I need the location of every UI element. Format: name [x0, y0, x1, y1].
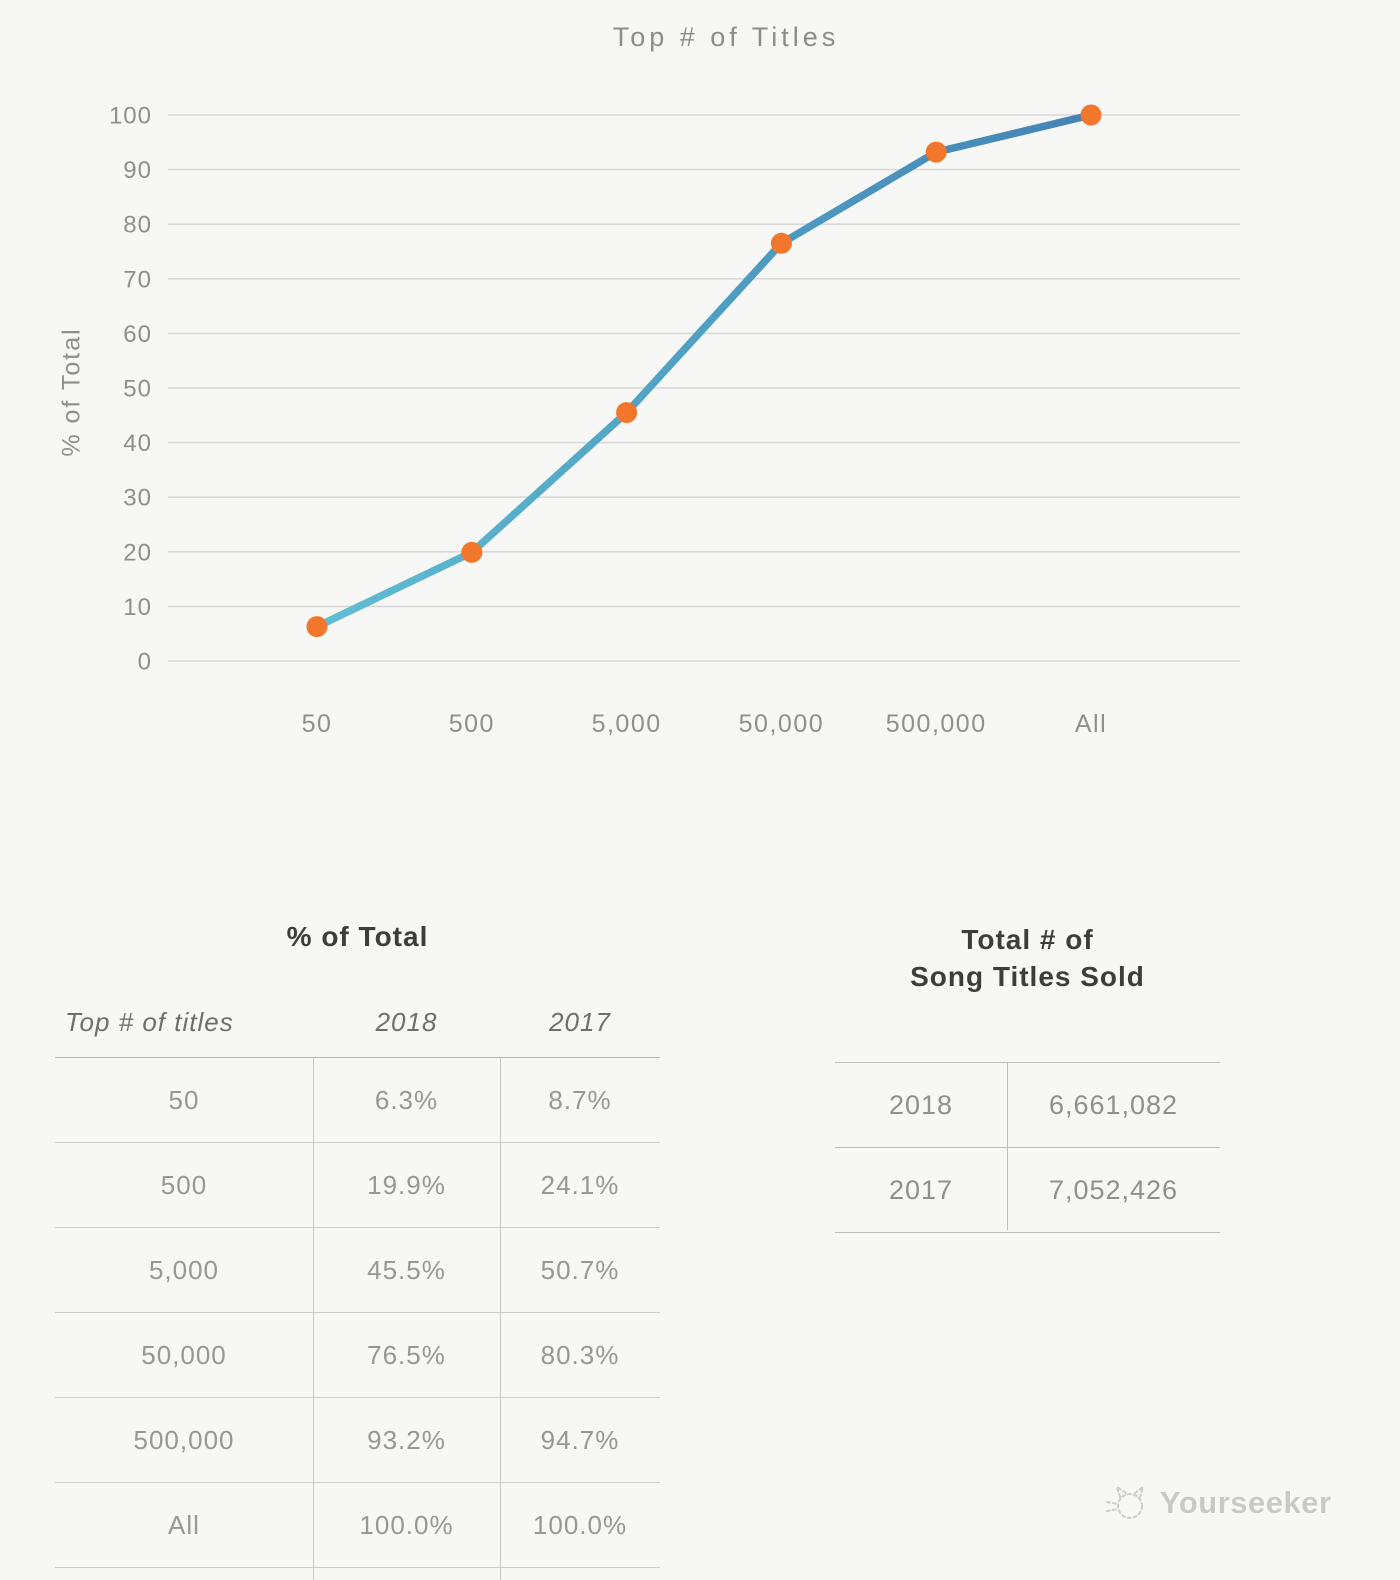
x-tick-label: 50,000 [739, 710, 824, 738]
y-tick-label: 40 [123, 430, 152, 457]
table-cell: 2017 [888, 1174, 954, 1205]
table-cell: 7,052,426 [1048, 1174, 1179, 1205]
table-cell: 80.3% [540, 1339, 620, 1370]
table-cell: 24.1% [540, 1169, 620, 1200]
chart-plot-area: 0 10 20 30 40 50 60 70 80 90 100 50 500 5,000 50,000 50… [109, 103, 1240, 738]
table-cell: 50,000 [141, 1339, 227, 1370]
table-row: 50 6.3% 8.7% [55, 1058, 660, 1143]
table-cell: 8.7% [548, 1084, 612, 1115]
column-header-top-titles: Top # of titles [65, 1007, 234, 1037]
titles-sold-title-line2: Song Titles Sold [910, 961, 1145, 992]
table-cell: 76.5% [367, 1339, 446, 1370]
table-cell: 2018 [888, 1089, 954, 1120]
table-row: 500,000 93.2% 94.7% [55, 1398, 660, 1483]
table-cell: 500,000 [133, 1424, 235, 1455]
table-cell: 6.3% [374, 1084, 439, 1115]
data-point-marker [461, 541, 483, 563]
table-cell: 50.7% [540, 1254, 620, 1285]
table-row: 50,000 76.5% 80.3% [55, 1313, 660, 1398]
x-tick-label: 50 [302, 710, 333, 738]
table-row: 2018 6,661,082 [835, 1063, 1220, 1148]
table-divider-line [500, 1057, 501, 1580]
percent-of-total-rows: 50 6.3% 8.7% 500 19.9% 24.1% 5,000 45.5% 50.7% 50… [55, 1057, 660, 1568]
y-tick-label: 90 [123, 157, 152, 184]
y-tick-label: 30 [123, 485, 152, 512]
table-divider-line [313, 1057, 314, 1580]
x-tick-label: 5,000 [592, 710, 662, 738]
y-tick-label: 10 [123, 594, 152, 621]
percent-of-total-table-title: % of Total [286, 921, 429, 952]
cat-logo-icon [1106, 1484, 1145, 1519]
y-tick-label: 0 [138, 649, 152, 676]
table-row: 5,000 45.5% 50.7% [55, 1228, 660, 1313]
data-line-2018 [313, 111, 1095, 631]
y-tick-label: 60 [123, 321, 152, 348]
titles-sold-title-line1: Total # of [961, 924, 1094, 955]
column-header-2018: 2018 [375, 1007, 438, 1037]
titles-sold-rows: 2018 6,661,082 2017 7,052,426 [835, 1062, 1220, 1233]
table-cell: 93.2% [367, 1424, 446, 1455]
titles-sold-table-title: Total # of Song Titles Sold [835, 921, 1220, 995]
table-cell: 19.9% [367, 1169, 446, 1200]
x-tick-label: 500,000 [886, 710, 987, 738]
data-point-marker [1080, 104, 1102, 126]
table-cell: 100.0% [359, 1509, 454, 1540]
table-row: All 100.0% 100.0% [55, 1483, 660, 1568]
table-cell: 6,661,082 [1048, 1089, 1179, 1120]
table-cell: All [168, 1509, 200, 1540]
table-cell: 50 [168, 1084, 200, 1115]
table-row: 2017 7,052,426 [835, 1148, 1220, 1233]
table-cell: 45.5% [367, 1254, 446, 1285]
data-point-marker [925, 141, 947, 163]
x-tick-label: All [1075, 710, 1107, 738]
table-cell: 94.7% [540, 1424, 620, 1455]
y-tick-label: 100 [109, 103, 152, 130]
y-tick-label: 80 [123, 212, 152, 239]
watermark: Yourseeker [1104, 1482, 1332, 1524]
chart-title: Top # of Titles [612, 22, 840, 52]
y-tick-label: 20 [123, 539, 152, 566]
data-point-marker [770, 232, 792, 254]
x-tick-label: 500 [449, 710, 495, 738]
y-tick-label: 50 [123, 376, 152, 403]
watermark-label: Yourseeker [1160, 1485, 1332, 1520]
table-cell: 5,000 [148, 1254, 220, 1285]
data-point-marker [616, 402, 638, 424]
y-tick-label: 70 [123, 266, 152, 293]
data-point-marker [306, 616, 328, 638]
table-divider-line [1007, 1062, 1008, 1230]
table-cell: 500 [160, 1169, 208, 1200]
table-header-row: Top # of titles 2018 2017 [55, 1007, 660, 1038]
table-cell: 100.0% [532, 1509, 628, 1540]
table-row: 500 19.9% 24.1% [55, 1143, 660, 1228]
column-header-2017: 2017 [549, 1007, 611, 1037]
